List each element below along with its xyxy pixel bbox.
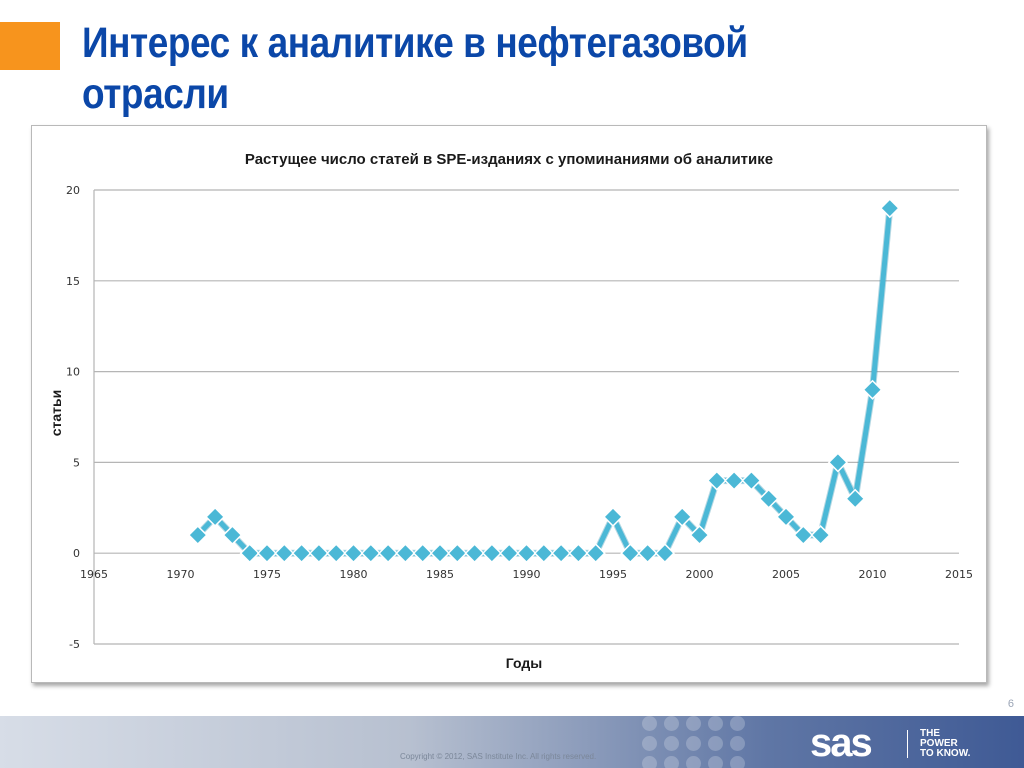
- y-tick-label: 20: [66, 184, 80, 197]
- data-point-marker: [689, 524, 710, 546]
- data-point-marker: [775, 506, 797, 527]
- data-point-marker: [879, 198, 900, 219]
- data-point-marker: [637, 543, 658, 564]
- slide-title: Интерес к аналитике в нефтегазовой отрас…: [82, 18, 856, 120]
- data-point-marker: [845, 488, 866, 509]
- data-point-marker: [654, 543, 675, 564]
- data-point-marker: [602, 506, 624, 527]
- page-number: 6: [1007, 698, 1014, 710]
- tagline-line-1: THE: [920, 728, 940, 739]
- data-point-marker: [412, 543, 433, 564]
- data-point-marker: [827, 452, 848, 473]
- data-point-marker: [291, 543, 312, 564]
- series-line-shadow: [194, 204, 894, 557]
- data-point-marker: [326, 543, 347, 564]
- data-point-marker: [533, 543, 554, 564]
- chart-title: Растущее число статей в SPE-изданиях с у…: [245, 151, 773, 168]
- x-tick-label: 1990: [513, 568, 541, 581]
- data-point-marker: [205, 506, 226, 527]
- data-point-marker: [672, 506, 693, 527]
- data-point-marker: [464, 543, 485, 564]
- slide-title-line-2: отрасли: [82, 70, 229, 118]
- logo-divider: [907, 730, 908, 758]
- data-point-marker: [706, 470, 727, 491]
- data-point-marker: [429, 543, 451, 564]
- y-tick-label: 5: [73, 456, 80, 469]
- x-tick-label: 1985: [426, 568, 454, 581]
- y-tick-label: 10: [66, 366, 80, 379]
- data-point-marker: [724, 470, 745, 491]
- x-tick-label: 1980: [340, 568, 368, 581]
- footer-bar: Copyright © 2012, SAS Institute Inc. All…: [0, 716, 1024, 768]
- x-tick-label: 1965: [80, 568, 108, 581]
- y-axis-label: статьи: [48, 390, 64, 437]
- x-tick-label: 2000: [686, 568, 714, 581]
- data-point-marker: [585, 543, 606, 564]
- x-tick-label: 1975: [253, 568, 281, 581]
- x-axis-label: Годы: [506, 655, 542, 671]
- data-point-marker: [620, 543, 641, 564]
- sas-tagline: THE POWER TO KNOW.: [920, 729, 980, 759]
- x-tick-label: 2015: [945, 568, 973, 581]
- y-tick-label: -5: [69, 638, 80, 651]
- data-point-marker: [239, 543, 260, 564]
- data-point-marker: [274, 543, 295, 564]
- data-point-marker: [499, 543, 520, 564]
- copyright-text: Copyright © 2012, SAS Institute Inc. All…: [400, 752, 597, 761]
- data-point-marker: [447, 543, 468, 564]
- x-tick-label: 2010: [859, 568, 887, 581]
- sas-logo-mark: sas: [810, 721, 873, 765]
- data-point-marker: [395, 543, 416, 564]
- data-point-marker: [481, 543, 502, 564]
- x-tick-label: 1995: [599, 568, 627, 581]
- data-point-marker: [810, 524, 831, 546]
- data-point-marker: [551, 543, 572, 564]
- accent-square: [0, 22, 60, 70]
- series-layer: [187, 198, 900, 564]
- data-point-marker: [516, 543, 537, 564]
- data-point-marker: [568, 543, 589, 564]
- chart-frame: Растущее число статей в SPE-изданиях с у…: [31, 125, 987, 683]
- data-point-marker: [222, 524, 243, 546]
- tagline-line-2: POWER: [920, 738, 958, 749]
- y-tick-label: 0: [73, 547, 80, 560]
- data-point-marker: [308, 543, 329, 564]
- axes: -5 0 5 10 15 20 1965 1970 1975 1980 1985 1990 1995 20…: [66, 184, 973, 651]
- data-point-marker: [187, 524, 208, 546]
- data-point-marker: [862, 379, 883, 400]
- data-point-marker: [378, 543, 399, 564]
- data-point-marker: [360, 543, 381, 564]
- x-tick-label: 2005: [772, 568, 800, 581]
- data-point-marker: [741, 470, 762, 491]
- line-chart: Растущее число статей в SPE-изданиях с у…: [48, 151, 973, 671]
- tagline-line-3: TO KNOW.: [920, 748, 971, 759]
- data-point-marker: [793, 524, 814, 546]
- x-tick-label: 1970: [167, 568, 195, 581]
- series-line: [195, 205, 893, 556]
- y-tick-label: 15: [66, 275, 80, 288]
- footer-dot-pattern: [640, 716, 770, 768]
- data-point-marker: [758, 488, 779, 509]
- gridlines: [94, 189, 959, 645]
- data-point-marker: [256, 543, 278, 564]
- slide-title-line-1: Интерес к аналитике в нефтегазовой: [82, 19, 748, 67]
- data-point-marker: [343, 543, 364, 564]
